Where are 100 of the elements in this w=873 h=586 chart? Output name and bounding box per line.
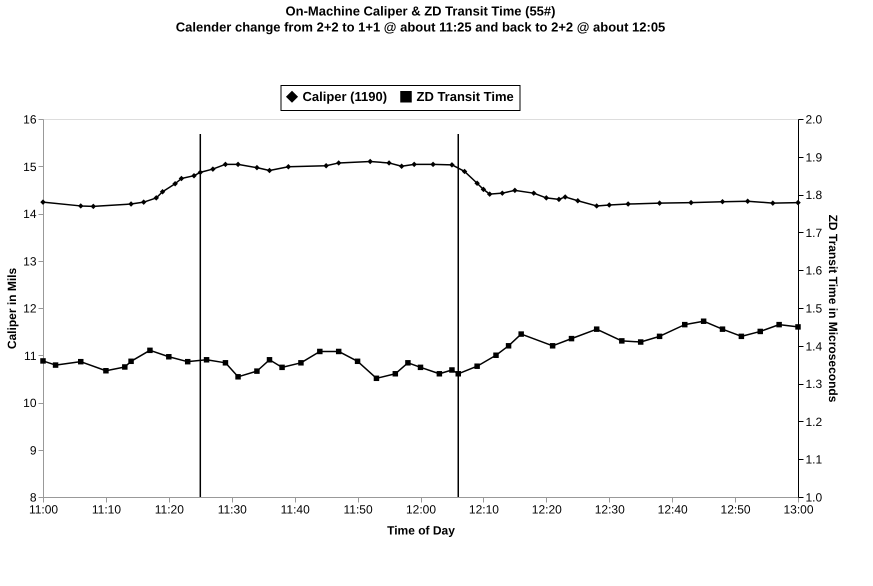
- point: [40, 199, 46, 205]
- y2-tick-label: 1.3: [806, 377, 823, 392]
- point: [191, 172, 197, 178]
- y2-tick-label: 1.9: [806, 150, 823, 164]
- point: [480, 186, 486, 192]
- point: [462, 168, 468, 174]
- point: [374, 376, 380, 382]
- point: [122, 364, 128, 370]
- point: [172, 180, 178, 186]
- point: [625, 201, 631, 207]
- point: [222, 360, 228, 366]
- y2-tick-label: 1.4: [806, 339, 823, 354]
- point: [52, 362, 58, 368]
- point: [254, 368, 260, 374]
- point: [506, 343, 512, 349]
- point: [700, 318, 706, 324]
- point: [418, 364, 424, 370]
- x-tick-label: 13:00: [783, 502, 814, 516]
- y2-tick-label: 1.1: [806, 452, 823, 467]
- y-tick-label: 13: [23, 254, 37, 268]
- x-tick-label: 12:20: [532, 502, 562, 516]
- point: [40, 358, 46, 364]
- point: [568, 336, 574, 342]
- point: [518, 331, 524, 337]
- point: [493, 352, 499, 358]
- point: [474, 363, 480, 369]
- point: [166, 354, 172, 360]
- point: [544, 195, 550, 201]
- y2-tick-label: 1.0: [806, 490, 823, 504]
- point: [103, 368, 109, 374]
- point: [486, 191, 492, 197]
- chart-subtitle: Calender change from 2+2 to 1+1 @ about 11:25 and back to 2+2 @ about 12:05: [176, 20, 666, 34]
- y2-tick-label: 1.8: [806, 188, 823, 202]
- point: [430, 162, 436, 168]
- point: [738, 334, 744, 340]
- x-tick-label: 12:00: [406, 502, 436, 516]
- chart-title: On-Machine Caliper & ZD Transit Time (55#): [286, 4, 556, 18]
- point: [147, 348, 153, 354]
- point: [184, 358, 190, 364]
- point: [562, 194, 568, 200]
- point: [449, 162, 455, 168]
- x-tick-label: 11:40: [280, 502, 310, 516]
- y-tick-label: 12: [23, 302, 37, 316]
- point: [531, 190, 536, 196]
- point: [575, 198, 581, 204]
- y2-tick-label: 1.2: [806, 414, 823, 429]
- point: [210, 166, 216, 172]
- point: [398, 164, 404, 169]
- point: [594, 326, 600, 332]
- point: [758, 328, 763, 334]
- y2-tick-label: 1.7: [806, 226, 823, 240]
- point: [336, 348, 342, 354]
- y-tick-label: 9: [30, 443, 37, 458]
- x-tick-label: 11:00: [28, 502, 58, 516]
- point: [638, 339, 644, 345]
- x-tick-label: 11:50: [344, 502, 373, 516]
- point: [512, 188, 518, 194]
- legend-label: Caliper (1190): [302, 88, 388, 104]
- point: [279, 364, 285, 370]
- point: [317, 348, 323, 354]
- point: [154, 195, 159, 201]
- point: [266, 357, 272, 363]
- point: [286, 164, 292, 170]
- point: [795, 324, 801, 330]
- y-tick-label: 16: [23, 112, 37, 126]
- point: [449, 367, 455, 373]
- point: [619, 338, 625, 344]
- point: [266, 168, 272, 174]
- point: [235, 374, 241, 380]
- point: [405, 360, 411, 366]
- point: [222, 162, 228, 168]
- point: [128, 201, 134, 207]
- y-tick-label: 15: [23, 160, 37, 174]
- x-tick-label: 12:50: [720, 502, 751, 516]
- point: [411, 162, 417, 168]
- point: [78, 203, 84, 209]
- legend-label: ZD Transit Time: [416, 88, 514, 104]
- point: [323, 163, 329, 169]
- x-tick-label: 12:30: [594, 502, 626, 516]
- point: [298, 360, 304, 366]
- point: [140, 199, 146, 205]
- x-tick-label: 11:30: [218, 502, 248, 516]
- y-axis-title: Caliper in Mils: [5, 268, 20, 350]
- x-tick-label: 11:20: [154, 502, 184, 516]
- point: [656, 334, 662, 340]
- point: [436, 371, 442, 377]
- point: [688, 200, 694, 206]
- x-tick-label: 11:10: [92, 502, 122, 516]
- point: [550, 343, 556, 349]
- point: [656, 200, 662, 206]
- point: [204, 357, 210, 363]
- x-tick-label: 12:40: [658, 502, 688, 516]
- point: [776, 322, 782, 328]
- x-tick-label: 12:10: [468, 502, 500, 516]
- y2-tick-label: 1.5: [806, 302, 823, 316]
- y-tick-label: 14: [23, 207, 37, 221]
- point: [178, 176, 184, 182]
- y2-tick-label: 2.0: [806, 112, 823, 126]
- x-axis-title: Time of Day: [387, 524, 456, 538]
- point: [235, 162, 241, 168]
